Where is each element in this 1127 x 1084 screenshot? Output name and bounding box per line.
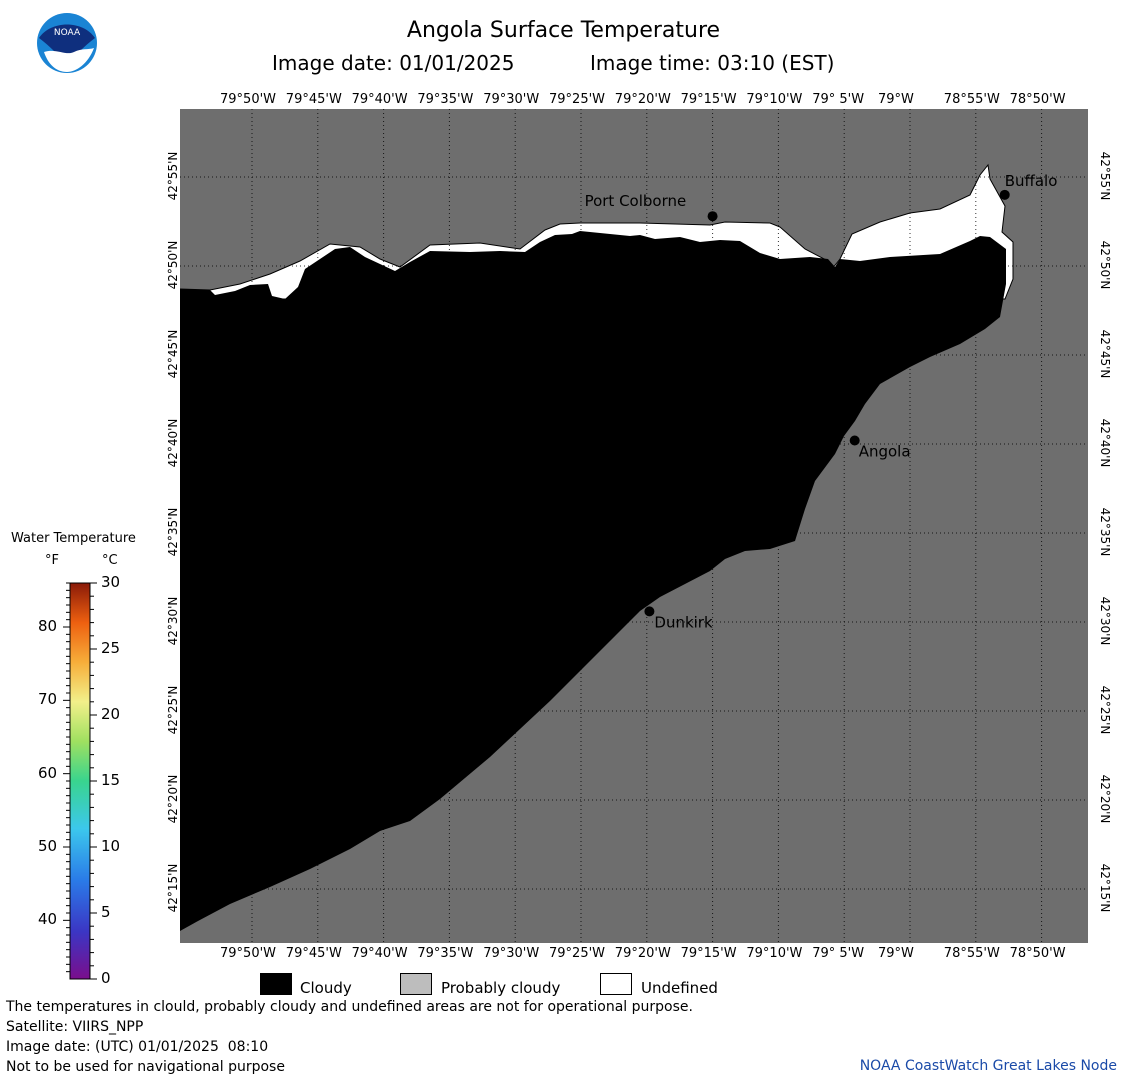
lon-label: 79°15'W: [680, 92, 737, 107]
lon-label: 79°30'W: [483, 946, 540, 961]
colorbar-unit-c: °C: [102, 553, 118, 568]
colorbar-f-label: 60: [38, 763, 58, 782]
colorbar-c-label: 30: [101, 573, 121, 591]
lon-label: 79° 5'W: [812, 946, 865, 961]
noaa-logo: NOAA: [37, 13, 97, 73]
lon-label: 79°40'W: [351, 92, 408, 107]
place-marker: [644, 606, 655, 617]
legend-swatch-probably-cloudy: [400, 973, 432, 995]
legend-swatch-undefined: [600, 973, 632, 995]
place-label: Dunkirk: [654, 613, 713, 631]
lat-label: 42°45'N: [166, 329, 180, 379]
place-label: Angola: [859, 442, 911, 460]
lat-label: 42°35'N: [1098, 507, 1112, 557]
colorbar-c-label: 0: [101, 969, 111, 987]
place-marker: [707, 211, 718, 222]
image-date: Image date: 01/01/2025: [272, 51, 515, 75]
colorbar-c-label: 10: [101, 837, 121, 855]
legend-cloudy: Cloudy: [300, 979, 352, 997]
place-marker: [999, 189, 1010, 200]
legend-probably-cloudy: Probably cloudy: [441, 979, 561, 997]
lon-label: 79°W: [878, 92, 914, 107]
lat-label: 42°50'N: [166, 240, 180, 290]
colorbar: [63, 582, 97, 980]
lon-label: 79°50'W: [220, 946, 277, 961]
footer-utc-date: Image date: (UTC) 01/01/2025 08:10: [6, 1039, 269, 1055]
lon-label: 78°50'W: [1009, 92, 1066, 107]
lat-label: 42°55'N: [166, 151, 180, 201]
cloudy-region: [180, 231, 1006, 931]
lon-label: 79°30'W: [483, 92, 540, 107]
lon-label: 79°10'W: [746, 92, 803, 107]
lon-label: 79°35'W: [417, 946, 474, 961]
colorbar-f-label: 80: [38, 617, 58, 635]
noaa-logo-text: NOAA: [54, 28, 81, 38]
lon-label: 79°50'W: [220, 92, 277, 107]
surface-temperature-map: Port Colborne Buffalo Angola Dunkirk: [180, 109, 1088, 943]
lon-label: 78°55'W: [943, 92, 1000, 107]
colorbar-f-label: 70: [38, 690, 58, 709]
place-label: Buffalo: [1005, 172, 1058, 190]
lon-label: 79°35'W: [417, 92, 474, 107]
lon-label: 79°20'W: [614, 92, 671, 107]
lat-label: 42°25'N: [1098, 685, 1112, 735]
lat-label: 42°15'N: [1098, 863, 1112, 913]
lat-label: 42°40'N: [166, 418, 180, 468]
colorbar-c-label: 25: [101, 639, 121, 657]
footer-satellite: Satellite: VIIRS_NPP: [6, 1019, 144, 1035]
place-label: Port Colborne: [585, 192, 687, 210]
lat-label: 42°20'N: [1098, 774, 1112, 824]
colorbar-unit-f: °F: [45, 553, 59, 568]
lon-label: 79°45'W: [285, 92, 342, 107]
lat-label: 42°40'N: [1098, 418, 1112, 468]
lat-label: 42°45'N: [1098, 329, 1112, 379]
graticule: [180, 109, 1088, 943]
lon-label: 79° 5'W: [812, 92, 865, 107]
footer-nav-note: Not to be used for navigational purpose: [6, 1059, 285, 1075]
place-marker: [849, 435, 860, 446]
lon-label: 78°50'W: [1009, 946, 1066, 961]
lon-label: 79°W: [878, 946, 914, 961]
lat-label: 42°30'N: [166, 596, 180, 646]
map-title: Angola Surface Temperature: [406, 18, 721, 43]
lon-label: 79°25'W: [549, 946, 606, 961]
image-time: Image time: 03:10 (EST): [590, 51, 835, 75]
lat-label: 42°15'N: [166, 863, 180, 913]
lat-label: 42°55'N: [1098, 151, 1112, 201]
lat-label: 42°20'N: [166, 774, 180, 824]
lat-label: 42°35'N: [166, 507, 180, 557]
colorbar-f-label: 50: [38, 837, 58, 855]
lon-label: 79°25'W: [549, 92, 606, 107]
colorbar-title: Water Temperature: [11, 531, 136, 546]
lon-label: 79°20'W: [614, 946, 671, 961]
lat-label: 42°30'N: [1098, 596, 1112, 646]
colorbar-c-label: 15: [101, 771, 121, 789]
legend-undefined: Undefined: [641, 979, 718, 997]
place-markers: Port Colborne Buffalo Angola Dunkirk: [585, 172, 1058, 632]
footer-credit: NOAA CoastWatch Great Lakes Node: [859, 1058, 1117, 1074]
lat-label: 42°25'N: [166, 685, 180, 735]
lat-label: 42°50'N: [1098, 240, 1112, 290]
lon-label: 79°10'W: [746, 946, 803, 961]
footer-note-operational: The temperatures in clould, probably clo…: [6, 999, 693, 1015]
lon-label: 79°40'W: [351, 946, 408, 961]
legend-swatch-cloudy: [260, 973, 292, 995]
colorbar-c-label: 5: [101, 903, 111, 921]
lon-label: 78°55'W: [943, 946, 1000, 961]
colorbar-c-label: 20: [101, 705, 121, 723]
colorbar-f-label: 40: [38, 910, 58, 929]
lon-label: 79°45'W: [285, 946, 342, 961]
lon-label: 79°15'W: [680, 946, 737, 961]
